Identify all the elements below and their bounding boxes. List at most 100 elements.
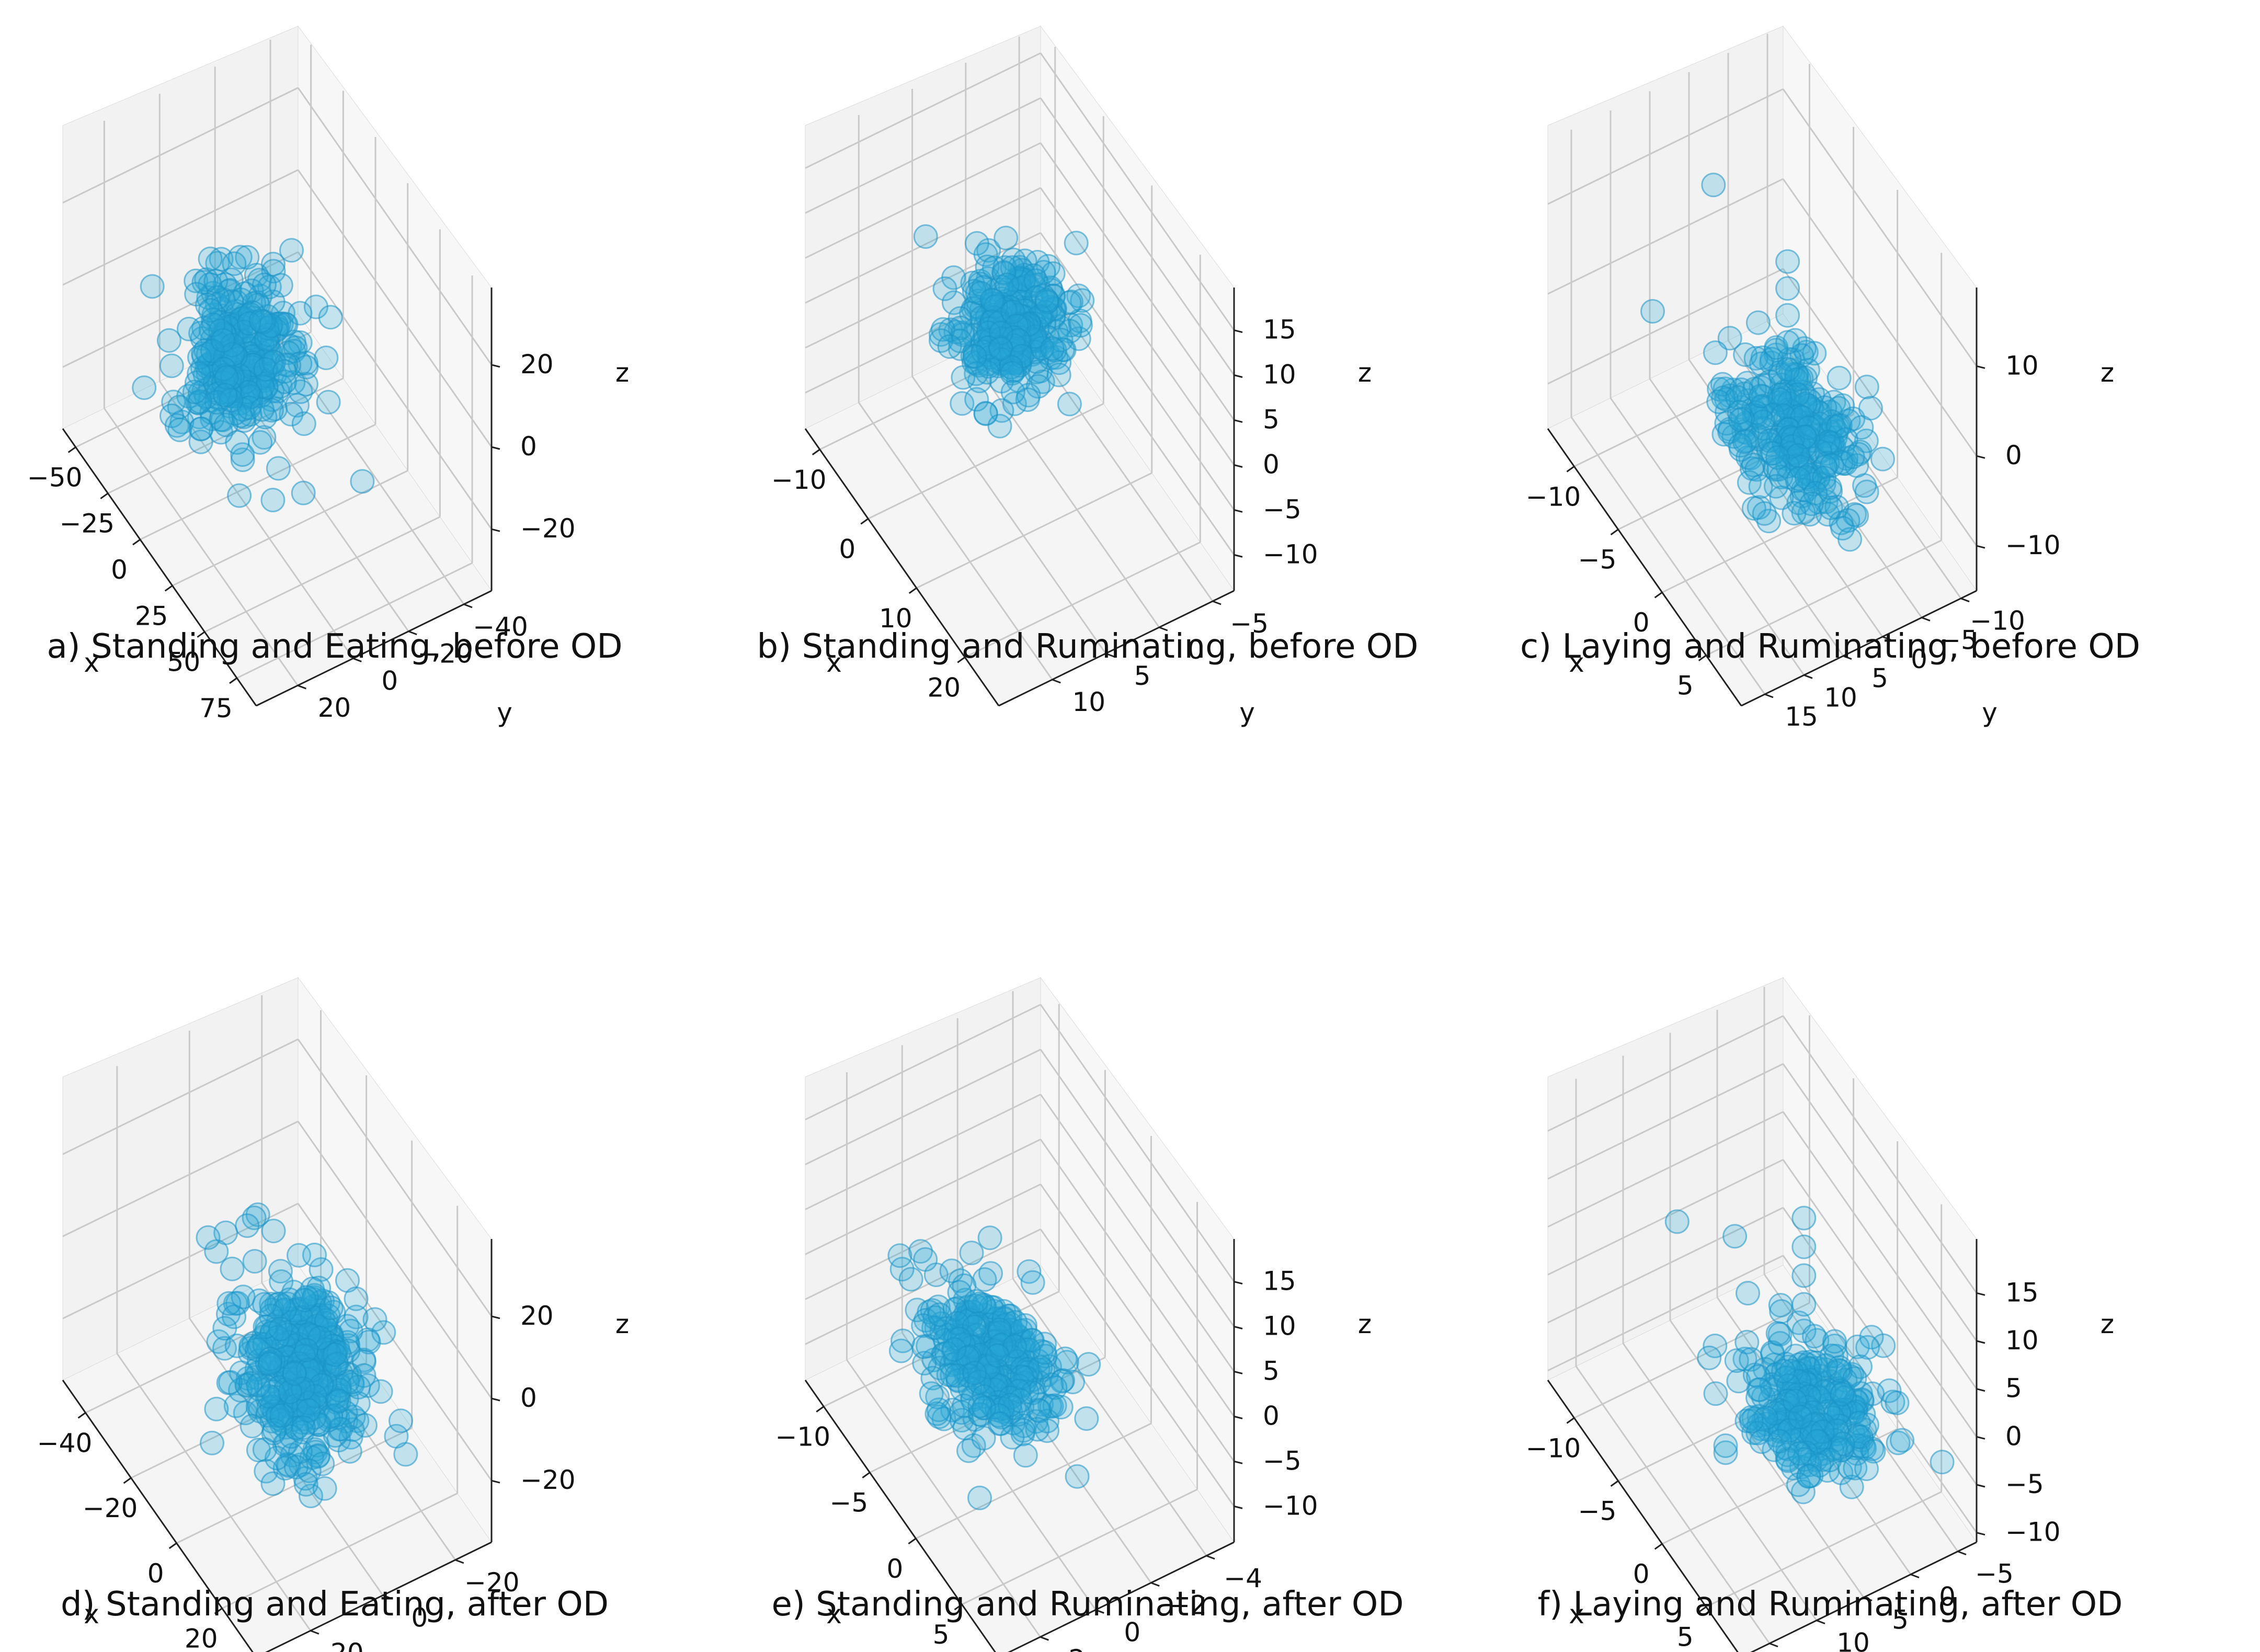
data-point	[1854, 479, 1879, 504]
data-point	[1728, 433, 1753, 458]
data-point	[140, 274, 165, 299]
data-point	[932, 276, 957, 301]
data-point	[326, 1389, 351, 1414]
z-tick-label: 10	[1263, 360, 1296, 390]
data-point	[291, 1415, 316, 1440]
z-tick-label: −5	[2005, 1469, 2044, 1499]
data-point	[1697, 1345, 1722, 1370]
data-point	[994, 225, 1019, 250]
x-tick-mark	[164, 585, 173, 592]
data-point	[1761, 441, 1786, 466]
x-tick-mark	[168, 1542, 177, 1549]
y-tick-mark	[1960, 598, 1970, 603]
data-point	[1840, 444, 1865, 469]
data-point	[1040, 336, 1065, 361]
data-point	[1775, 303, 1800, 328]
y-tick-mark	[1882, 636, 1891, 641]
gridline-x	[916, 472, 1152, 589]
y-tick-mark	[1804, 674, 1813, 679]
data-point	[1791, 1234, 1817, 1259]
y-tick-label: −5	[1230, 609, 1269, 639]
y-tick-mark	[352, 658, 362, 662]
data-point	[227, 483, 252, 508]
data-point	[1764, 335, 1789, 360]
x-tick-mark	[1610, 529, 1619, 535]
data-point	[1706, 389, 1731, 414]
z-tick-mark	[1976, 365, 1985, 369]
data-point	[200, 1430, 224, 1455]
gridline-x	[1661, 476, 1898, 593]
data-point	[230, 442, 255, 467]
z-tick-mark	[1234, 1460, 1243, 1464]
z-tick-label: −5	[1263, 1446, 1302, 1476]
y-tick-label: 5	[1134, 661, 1151, 691]
x-tick-label: 5	[933, 1620, 950, 1650]
panel-caption: a) Standing and Eating, before OD	[47, 627, 622, 666]
data-point	[1000, 299, 1025, 324]
data-point	[964, 387, 989, 412]
y-tick-label: −40	[473, 612, 528, 642]
data-point	[201, 312, 226, 337]
x-tick-label: 50	[167, 647, 201, 678]
data-point	[1765, 445, 1790, 470]
data-point	[1057, 319, 1082, 343]
gridline-z	[1547, 88, 1784, 205]
data-point	[1745, 310, 1771, 335]
gridline-y	[116, 1353, 312, 1632]
z-tick-label: 15	[2005, 1277, 2039, 1307]
gridline-x	[222, 1493, 458, 1609]
y-tick-label: 10	[1836, 1628, 1870, 1652]
z-axis-label: z	[615, 1309, 629, 1339]
gridline-z	[1782, 178, 1978, 457]
data-point	[218, 1370, 243, 1395]
y-tick-mark	[1052, 679, 1061, 684]
gridline-z	[62, 1038, 299, 1155]
x-tick-mark	[816, 1406, 825, 1413]
data-point	[198, 246, 223, 271]
x-tick-mark	[1610, 1480, 1619, 1487]
data-point	[253, 357, 278, 382]
data-point	[1717, 326, 1742, 351]
z-tick-label: 0	[2005, 440, 2022, 471]
gridline-z	[297, 251, 493, 530]
data-point	[189, 416, 214, 441]
data-point	[1057, 290, 1082, 315]
x-tick-mark	[67, 446, 76, 453]
y-tick-mark	[310, 1630, 319, 1635]
z-tick-label: 20	[520, 1301, 554, 1331]
data-point	[1640, 299, 1665, 324]
gridline-y	[1610, 397, 1805, 676]
data-point	[987, 1411, 1012, 1436]
data-point	[913, 224, 938, 249]
data-point	[1732, 429, 1757, 454]
y-tick-label: 10	[1072, 687, 1105, 717]
data-point	[977, 1225, 1002, 1251]
panel-b: −10 0 10 20 −5 0 5 10 −10 −5 0 5 10 15 x y z	[771, 25, 1372, 728]
data-point	[1749, 384, 1774, 408]
data-point	[291, 411, 316, 436]
x-tick-label: −5	[1578, 545, 1617, 575]
x-tick-label: 0	[111, 555, 128, 585]
data-point	[236, 395, 261, 420]
data-point	[1076, 1352, 1101, 1377]
data-point	[1854, 374, 1879, 399]
data-point	[314, 346, 339, 370]
z-tick-label: −20	[520, 513, 576, 544]
z-tick-mark	[1234, 509, 1243, 513]
data-point	[985, 1343, 1010, 1368]
y-tick-mark	[1957, 1551, 1967, 1556]
x-tick-label: −40	[37, 1428, 93, 1458]
x-tick-label: 0	[839, 534, 855, 564]
x-tick-label: −10	[1526, 481, 1581, 512]
x-tick-label: 10	[879, 603, 912, 634]
data-point	[919, 1381, 944, 1406]
z-tick-label: 5	[1263, 1356, 1280, 1386]
data-point	[350, 469, 375, 494]
data-point	[1787, 1441, 1812, 1466]
z-tick-mark	[491, 528, 500, 532]
data-point	[1752, 501, 1777, 526]
gridline-z	[297, 1038, 493, 1317]
y-tick-mark	[1159, 626, 1168, 632]
y-tick-label: 2	[1069, 1644, 1086, 1652]
